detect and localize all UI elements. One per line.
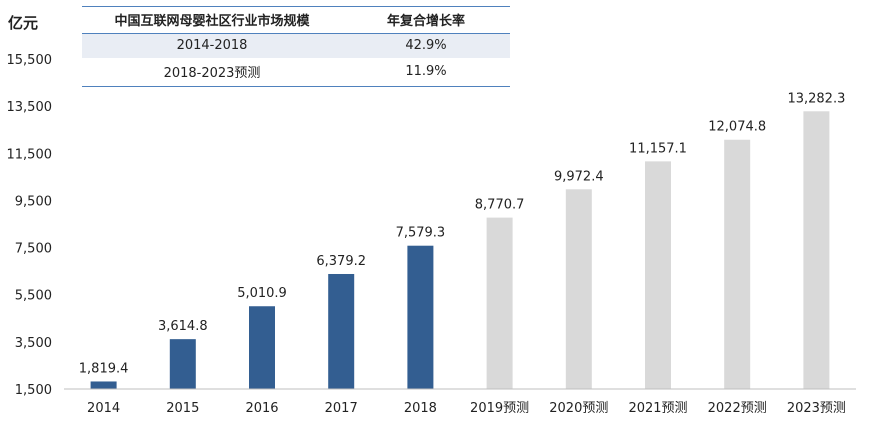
bar-value-label: 6,379.2 <box>316 254 366 269</box>
x-tick-label: 2018 <box>404 401 437 416</box>
bar-value-label: 3,614.8 <box>158 319 208 334</box>
bar-value-label: 1,819.4 <box>79 361 129 376</box>
bar <box>407 245 434 389</box>
bar <box>328 273 355 389</box>
bar <box>803 111 830 390</box>
x-tick-label: 2023预测 <box>787 401 846 416</box>
y-tick-label: 7,500 <box>15 242 52 257</box>
cagr-period: 2018-2023预测 <box>82 58 342 87</box>
table-row: 2018-2023预测 11.9% <box>82 58 510 87</box>
x-tick-label: 2021预测 <box>628 401 687 416</box>
bar <box>645 161 671 389</box>
cagr-period: 2014-2018 <box>82 33 342 58</box>
y-axis-unit: 亿元 <box>8 14 38 32</box>
x-tick-label: 2014 <box>87 401 120 416</box>
bar-value-label: 7,579.3 <box>396 226 446 241</box>
y-tick-label: 1,500 <box>15 383 52 398</box>
y-tick-label: 11,500 <box>7 147 53 162</box>
bar-value-label: 13,282.3 <box>787 91 845 106</box>
value-labels: 1,819.4 3,614.8 5,010.9 6,379.2 7,579.3 8,770… <box>79 91 846 376</box>
bar-value-label: 9,972.4 <box>554 169 604 184</box>
bar <box>169 339 196 389</box>
bar <box>724 139 751 389</box>
cagr-table-header-market: 中国互联网母婴社区行业市场规模 <box>82 6 342 34</box>
x-tick-label: 2019预测 <box>470 401 529 416</box>
y-tick-label: 9,500 <box>15 194 52 209</box>
bar-value-label: 11,157.1 <box>629 141 687 156</box>
cagr-table: 中国互联网母婴社区行业市场规模 年复合增长率 2014-2018 42.9% 2… <box>82 6 510 87</box>
x-tick-label: 2022预测 <box>708 401 767 416</box>
y-tick-label: 13,500 <box>7 100 53 115</box>
bar-value-label: 8,770.7 <box>475 198 525 213</box>
bars <box>90 111 830 390</box>
y-tick-label: 15,500 <box>7 53 53 68</box>
cagr-table-header: 中国互联网母婴社区行业市场规模 年复合增长率 <box>82 6 510 34</box>
cagr-table-header-cagr: 年复合增长率 <box>342 6 510 34</box>
cagr-value: 42.9% <box>342 33 510 58</box>
table-row: 2014-2018 42.9% <box>82 33 510 58</box>
y-tick-label: 3,500 <box>15 336 52 351</box>
x-tick-label: 2015 <box>166 401 199 416</box>
x-axis-ticks: 2014 2015 2016 2017 2018 2019预测 2020预测 2021预测 20… <box>87 401 846 416</box>
bar <box>90 381 117 389</box>
bar-value-label: 5,010.9 <box>237 286 287 301</box>
bar <box>486 217 513 389</box>
bar-value-label: 12,074.8 <box>708 120 766 135</box>
cagr-value: 11.9% <box>342 58 510 87</box>
x-tick-label: 2020预测 <box>549 401 608 416</box>
bar <box>565 189 592 389</box>
y-axis-ticks: 1,500 3,500 5,500 7,500 9,500 11,500 13,500 15,… <box>7 53 53 398</box>
x-tick-label: 2016 <box>245 401 278 416</box>
bar <box>249 306 275 389</box>
y-tick-label: 5,500 <box>15 289 52 304</box>
x-tick-label: 2017 <box>325 401 358 416</box>
